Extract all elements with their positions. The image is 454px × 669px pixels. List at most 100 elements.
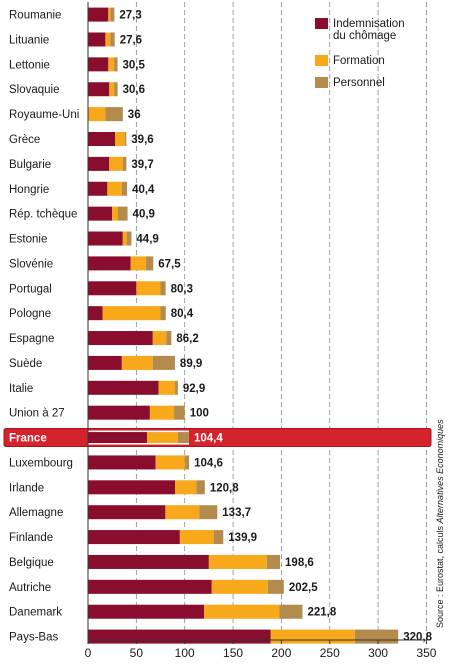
x-tick-label-300: 300 — [368, 646, 388, 660]
bar-union-27-series-2 — [174, 405, 185, 420]
x-tick-label-150: 150 — [223, 646, 243, 660]
bar-espagne-series-1 — [152, 331, 167, 346]
value-label-slov-nie: 67,5 — [158, 258, 181, 270]
category-label-roumanie: Roumanie — [9, 10, 61, 22]
bar-lituanie-series-2 — [110, 32, 115, 47]
value-label-allemagne: 133,7 — [222, 507, 251, 519]
category-label-finlande: Finlande — [9, 532, 53, 544]
bar-r-p-tch-que-series-0 — [88, 206, 113, 221]
bar-r-p-tch-que-series-2 — [117, 206, 128, 221]
bar-r-p-tch-que-series-1 — [112, 206, 118, 221]
bar-estonie-series-1 — [122, 231, 127, 246]
value-label-lituanie: 27,6 — [120, 34, 142, 46]
category-label-pologne: Pologne — [9, 308, 51, 320]
category-label-irlande: Irlande — [9, 482, 44, 494]
bar-roumanie-series-0 — [88, 7, 109, 22]
category-label-slovaquie: Slovaquie — [9, 84, 60, 96]
bar-espagne-series-2 — [166, 331, 172, 346]
x-tick-label-50: 50 — [130, 646, 144, 660]
value-label-irlande: 120,8 — [210, 482, 239, 494]
bar-hongrie-series-2 — [121, 181, 128, 196]
bar-lettonie-series-1 — [108, 57, 115, 72]
bar-bulgarie-series-2 — [122, 156, 127, 171]
bar-autriche-series-0 — [88, 579, 212, 594]
bar-bulgarie-series-0 — [88, 156, 110, 171]
bar-su-de-series-0 — [88, 355, 122, 370]
legend-text-0-1: du chômage — [333, 30, 396, 42]
category-label-belgique: Belgique — [9, 557, 54, 569]
bar-italie-series-1 — [158, 380, 176, 395]
category-label-lettonie: Lettonie — [9, 59, 50, 71]
bar-gr-ce-series-1 — [115, 132, 125, 146]
bar-france-series-1 — [146, 432, 178, 444]
bar-france-series-0 — [88, 432, 147, 444]
bar-autriche-series-2 — [267, 579, 284, 594]
bar-pologne-series-2 — [160, 306, 166, 321]
bar-estonie-series-2 — [126, 231, 132, 246]
value-label-hongrie: 40,4 — [132, 184, 155, 196]
bar-danemark-series-0 — [88, 604, 205, 619]
category-label-bulgarie: Bulgarie — [9, 159, 51, 171]
value-label-pays-bas: 320,8 — [403, 632, 432, 644]
bar-allemagne-series-0 — [88, 505, 166, 520]
value-label-union-27: 100 — [190, 408, 209, 420]
bar-espagne-series-0 — [88, 331, 153, 346]
bar-slovaquie-series-1 — [109, 82, 115, 97]
bar-union-27-series-1 — [149, 405, 175, 420]
value-label-autriche: 202,5 — [289, 582, 318, 594]
category-label-portugal: Portugal — [9, 283, 52, 295]
bar-union-27-series-0 — [88, 405, 150, 420]
bar-su-de-series-1 — [121, 355, 153, 370]
value-label-italie: 92,9 — [183, 383, 205, 395]
value-label-france: 104,4 — [194, 433, 223, 445]
bar-finlande-series-2 — [213, 530, 224, 545]
bar-allemagne-series-1 — [165, 505, 200, 520]
category-label-royaume-uni: Royaume-Uni — [9, 109, 79, 121]
category-label-r-p-tch-que: Rép. tchèque — [9, 209, 77, 221]
bar-pologne-series-1 — [102, 306, 161, 321]
value-label-royaume-uni: 36 — [128, 109, 141, 121]
bar-lettonie-series-2 — [114, 57, 118, 72]
value-label-finlande: 139,9 — [228, 532, 257, 544]
category-label-autriche: Autriche — [9, 582, 51, 594]
bar-slov-nie-series-1 — [130, 256, 147, 271]
bar-slovaquie-series-0 — [88, 82, 110, 97]
bar-luxembourg-series-1 — [155, 455, 185, 470]
bar-slovaquie-series-2 — [114, 82, 118, 97]
bar-finlande-series-0 — [88, 530, 180, 545]
category-label-estonie: Estonie — [9, 234, 47, 246]
bar-allemagne-series-2 — [199, 505, 218, 520]
bar-lituanie-series-0 — [88, 32, 106, 47]
value-label-portugal: 80,3 — [171, 283, 193, 295]
x-tick-label-350: 350 — [416, 646, 436, 660]
value-label-gr-ce: 39,6 — [131, 134, 153, 146]
category-label-france: France — [9, 433, 47, 445]
bar-france-series-2 — [177, 432, 189, 444]
value-label-luxembourg: 104,6 — [194, 457, 223, 469]
category-label-luxembourg: Luxembourg — [9, 457, 73, 469]
bar-belgique-series-1 — [208, 554, 267, 569]
value-label-slovaquie: 30,6 — [123, 84, 145, 96]
bar-irlande-series-2 — [196, 480, 205, 495]
bar-portugal-series-0 — [88, 281, 137, 296]
source-note-prefix: Source : Eurostat, calculs — [435, 523, 445, 628]
category-label-slov-nie: Slovénie — [9, 258, 53, 270]
bar-roumanie-series-2 — [110, 7, 115, 22]
bar-su-de-series-2 — [152, 355, 175, 370]
value-label-pologne: 80,4 — [171, 308, 194, 320]
legend-text-0-0: Indemnisation — [333, 18, 405, 30]
bar-pologne-series-0 — [88, 306, 103, 321]
category-label-su-de: Suède — [9, 358, 42, 370]
x-tick-label-200: 200 — [271, 646, 291, 660]
bar-lettonie-series-0 — [88, 57, 109, 72]
bar-slov-nie-series-2 — [146, 256, 154, 271]
bar-bulgarie-series-1 — [109, 156, 123, 171]
bar-gr-ce-series-0 — [88, 132, 116, 146]
source-note-italic: Alternatives Economiques — [435, 419, 445, 525]
x-tick-label-250: 250 — [320, 646, 340, 660]
value-label-roumanie: 27,3 — [119, 10, 141, 22]
legend-text-1-0: Formation — [333, 55, 385, 67]
bar-luxembourg-series-2 — [184, 455, 190, 470]
x-tick-label-100: 100 — [175, 646, 195, 660]
bar-irlande-series-1 — [175, 480, 197, 495]
